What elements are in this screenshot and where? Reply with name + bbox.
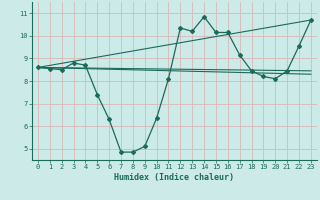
X-axis label: Humidex (Indice chaleur): Humidex (Indice chaleur)	[115, 173, 234, 182]
